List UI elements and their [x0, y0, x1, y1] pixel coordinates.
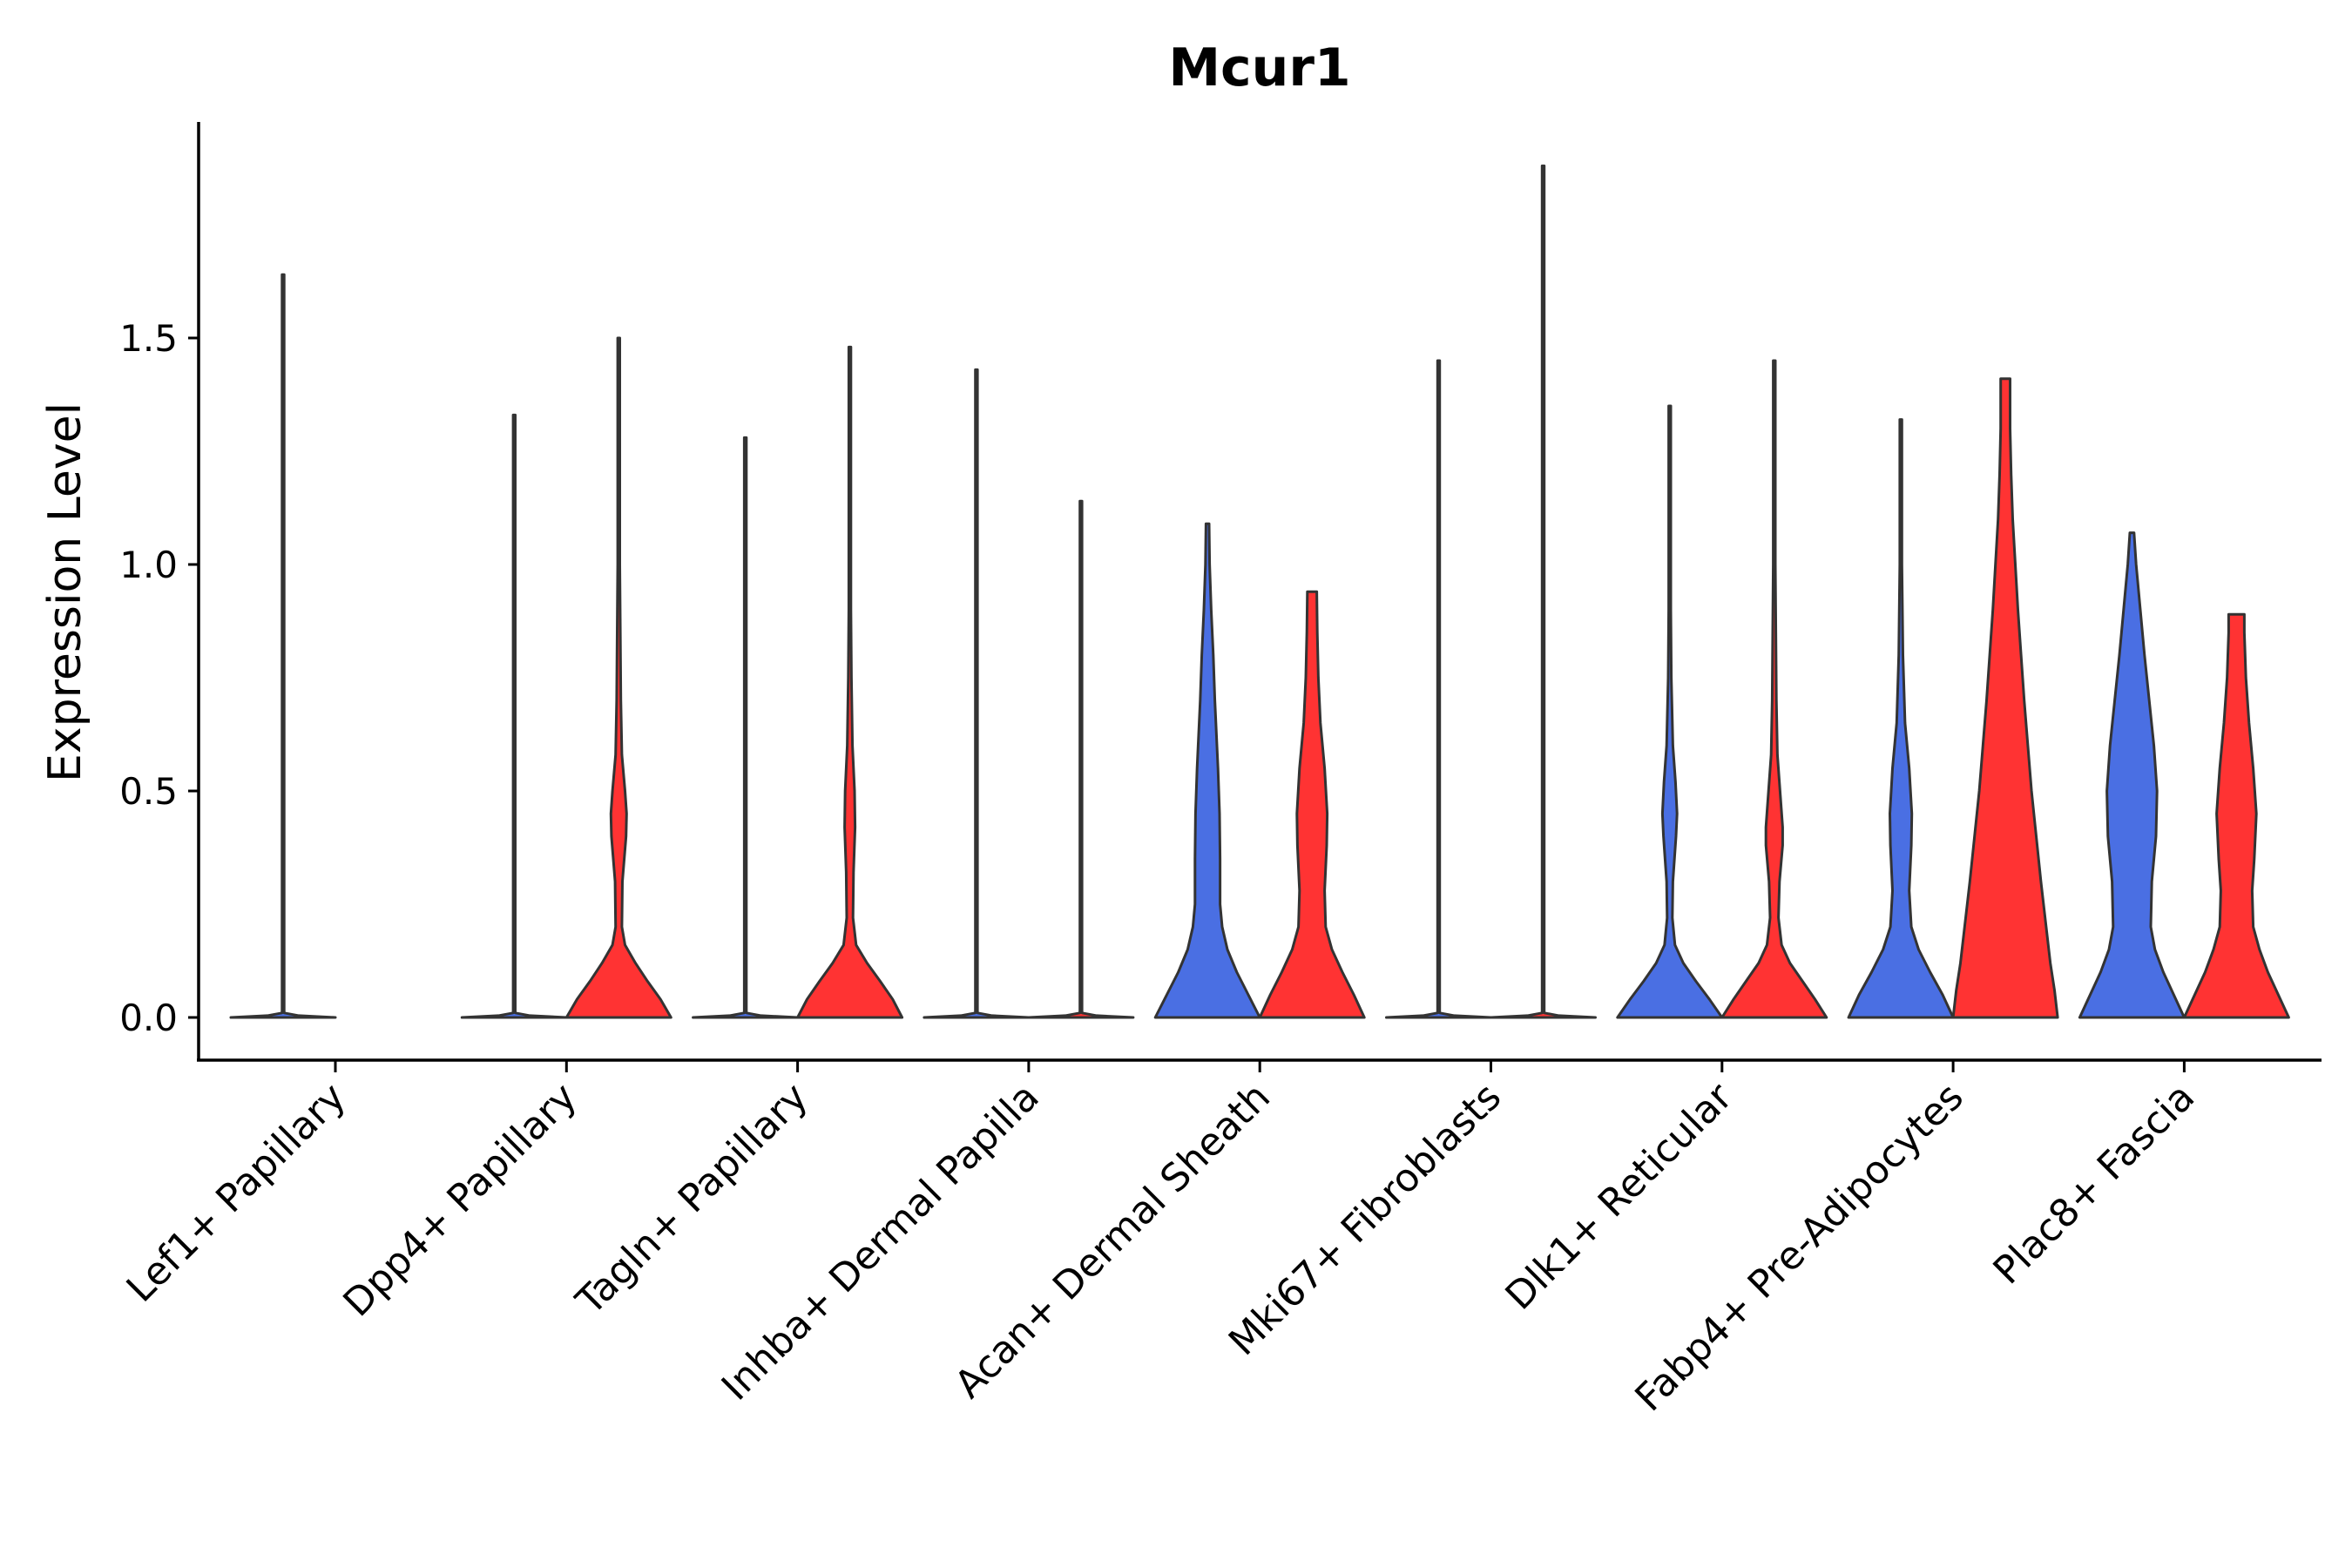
violin-blue-7: [1847, 418, 1955, 1019]
violin-red-1: [564, 336, 672, 1019]
y-axis-title: Expression Level: [39, 402, 91, 782]
violin-red-3: [1027, 499, 1135, 1019]
violin-blue-0: [229, 273, 337, 1019]
violin-red-2: [796, 345, 904, 1019]
y-axis-ticks: 0.0 0.5 1.0 1.5: [119, 317, 199, 1039]
violin-red-7: [1951, 377, 2059, 1019]
violin-red-8: [2182, 612, 2290, 1019]
violin-layer: [229, 164, 2290, 1019]
chart-title: Mcur1: [1168, 37, 1350, 98]
y-tick-label: 0.0: [119, 997, 178, 1039]
violin-red-5: [1490, 164, 1597, 1019]
violin-blue-8: [2078, 531, 2186, 1019]
x-tick-label: Dpp4+ Papillary: [335, 1075, 585, 1326]
violin-blue-1: [460, 413, 568, 1019]
x-tick-label: Plac8+ Fascia: [1985, 1075, 2204, 1294]
y-tick-label: 1.0: [119, 544, 178, 586]
x-tick-label: Tagln+ Papillary: [567, 1075, 816, 1324]
x-tick-label: Dlk1+ Reticular: [1497, 1074, 1742, 1319]
y-tick-label: 0.5: [119, 770, 178, 813]
violin-blue-5: [1385, 359, 1492, 1019]
y-tick-label: 1.5: [119, 317, 178, 360]
violin-red-4: [1258, 590, 1366, 1019]
violin-blue-6: [1616, 404, 1724, 1019]
violin-blue-3: [923, 368, 1031, 1019]
violin-blue-2: [692, 436, 800, 1019]
violin-red-6: [1720, 359, 1828, 1019]
violin-blue-4: [1153, 522, 1261, 1019]
x-tick-label: Lef1+ Papillary: [118, 1075, 355, 1311]
